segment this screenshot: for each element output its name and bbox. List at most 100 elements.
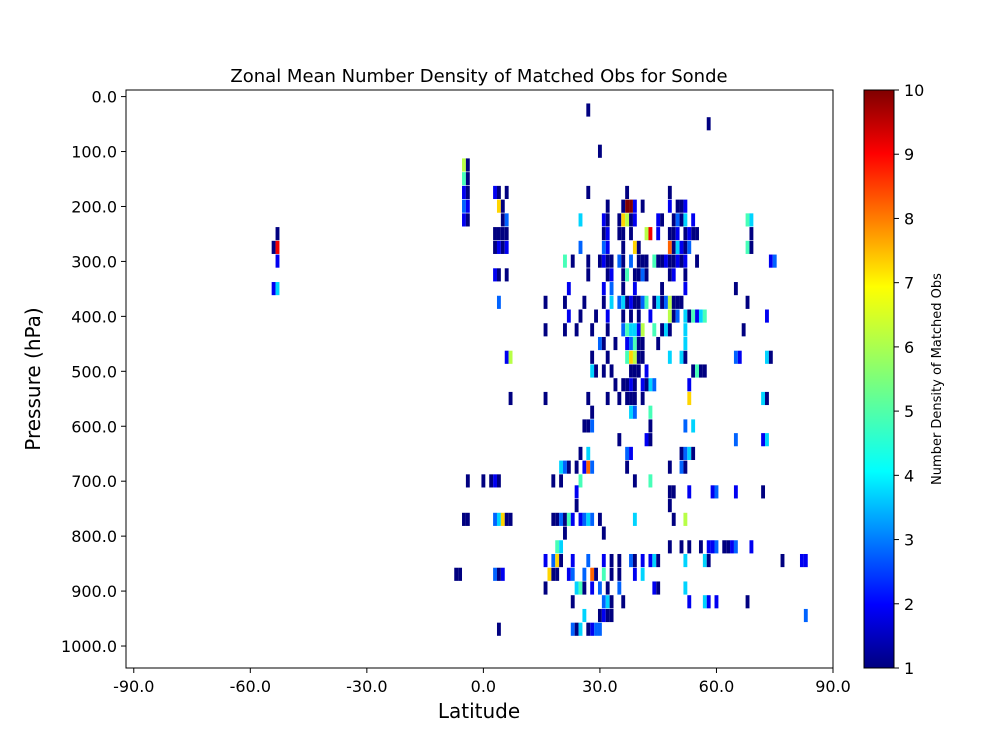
- heatmap-cell: [761, 391, 766, 406]
- heatmap-cell: [737, 350, 742, 364]
- heatmap-cell: [578, 581, 583, 595]
- heatmap-cell: [582, 419, 587, 433]
- heatmap-cell: [574, 323, 579, 337]
- colorbar-tick-label: 1: [904, 659, 914, 678]
- heatmap-cell: [496, 512, 501, 526]
- heatmap-cell: [675, 309, 680, 323]
- heatmap-cell: [632, 282, 637, 296]
- heatmap-cell: [679, 213, 684, 227]
- heatmap-cell: [609, 364, 614, 378]
- x-tick-label: 60.0: [699, 677, 735, 696]
- heatmap-cell: [632, 474, 637, 488]
- heatmap-cell: [570, 553, 575, 568]
- heatmap-cell: [745, 240, 750, 254]
- heatmap-cell: [617, 295, 622, 309]
- heatmap-cell: [500, 213, 505, 227]
- heatmap-cell: [621, 227, 626, 241]
- heatmap-cell: [605, 254, 610, 268]
- heatmap-cell: [574, 485, 579, 499]
- heatmap-cell: [733, 350, 738, 364]
- heatmap-cell: [601, 282, 606, 296]
- heatmap-cell: [667, 254, 672, 268]
- heatmap-cell: [590, 350, 595, 364]
- heatmap-cell: [601, 336, 606, 351]
- heatmap-cell: [597, 144, 602, 158]
- heatmap-cell: [675, 295, 680, 309]
- heatmap-cell: [508, 350, 513, 364]
- heatmap-cell: [617, 553, 622, 568]
- heatmap-cell: [625, 323, 630, 337]
- heatmap-cell: [698, 364, 703, 378]
- heatmap-cell: [691, 227, 696, 241]
- heatmap-cell: [601, 567, 606, 581]
- heatmap-cell: [555, 540, 560, 554]
- heatmap-cell: [733, 433, 738, 447]
- heatmap-cell: [629, 213, 633, 227]
- heatmap-cell: [687, 446, 692, 460]
- heatmap-cell: [590, 323, 595, 337]
- heatmap-cell: [496, 227, 501, 241]
- heatmap-cell: [702, 309, 707, 323]
- heatmap-cell: [640, 268, 645, 282]
- heatmap-cell: [551, 512, 556, 526]
- heatmap-cell: [601, 526, 606, 540]
- heatmap-cell: [621, 378, 626, 392]
- heatmap-cell: [551, 474, 556, 488]
- heatmap-cell: [629, 309, 633, 323]
- heatmap-cell: [462, 172, 466, 186]
- heatmap-cell: [656, 254, 661, 268]
- heatmap-cell: [625, 391, 630, 406]
- heatmap-cell: [496, 295, 501, 309]
- heatmap-cell: [500, 227, 505, 241]
- heatmap-cell: [601, 295, 606, 309]
- heatmap-cell: [458, 567, 463, 581]
- colorbar-tick-label: 7: [904, 274, 914, 293]
- heatmap-cell: [590, 567, 595, 581]
- heatmap-cell: [574, 460, 579, 474]
- heatmap-cell: [578, 240, 583, 254]
- heatmap-cell: [652, 323, 657, 337]
- colorbar-label: Number Density of Matched Obs: [930, 273, 945, 485]
- heatmap-cell: [632, 268, 637, 282]
- colorbar-ticks: 1 2 3 4 5 6 7 8 9 10: [894, 81, 924, 678]
- heatmap-cell: [687, 240, 692, 254]
- heatmap-cell: [675, 240, 680, 254]
- heatmap-cell: [745, 295, 750, 309]
- heatmap-cell: [605, 227, 610, 241]
- heatmap-cell: [710, 540, 715, 554]
- colorbar-tick-label: 4: [904, 466, 914, 485]
- heatmap-cell: [667, 240, 672, 254]
- heatmap-cell: [574, 581, 579, 595]
- heatmap-cell: [551, 553, 556, 568]
- heatmap-cell: [609, 608, 614, 623]
- heatmap-cell: [671, 254, 676, 268]
- heatmap-cell: [799, 553, 804, 568]
- heatmap-cell: [683, 227, 688, 241]
- heatmap-cell: [679, 350, 684, 364]
- heatmap-cell: [683, 446, 688, 460]
- heatmap-cell: [648, 474, 653, 488]
- heatmap-cell: [625, 199, 630, 213]
- heatmap-cell: [601, 595, 606, 609]
- heatmap-cell: [617, 567, 622, 581]
- heatmap-cell: [636, 336, 641, 351]
- heatmap-cell: [664, 254, 668, 268]
- heatmap-cell: [621, 268, 626, 282]
- heatmap-cell: [590, 622, 595, 636]
- heatmap-cell: [578, 309, 583, 323]
- heatmap-cell: [667, 350, 672, 364]
- heatmap-cell: [695, 309, 699, 323]
- heatmap-cell: [504, 350, 509, 364]
- heatmap-cell: [621, 295, 626, 309]
- heatmap-cell: [563, 512, 567, 526]
- heatmap-cell: [644, 378, 649, 392]
- heatmap-cell: [275, 240, 280, 254]
- heatmap-cell: [543, 553, 548, 568]
- heatmap-cell: [636, 364, 641, 378]
- heatmap-cell: [714, 540, 719, 554]
- heatmap-cell: [702, 595, 707, 609]
- heatmap-cell: [625, 185, 630, 200]
- heatmap-cell: [730, 540, 734, 554]
- heatmap-cell: [493, 227, 497, 241]
- heatmap-cell: [597, 254, 602, 268]
